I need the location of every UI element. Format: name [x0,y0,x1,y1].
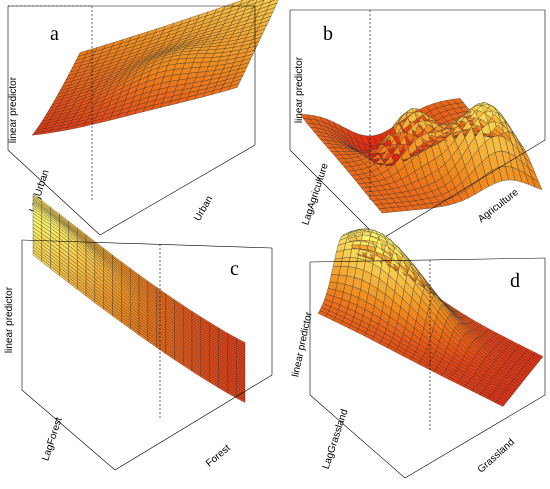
surface-facet [236,395,246,403]
panel-label-d: d [510,270,520,292]
panel-a: a linear predictor LagUrban Urban [7,0,279,236]
surface-d [317,228,544,407]
x-label-c: Forest [204,443,233,470]
z-label-d: linear predictor [290,310,315,378]
z-label-a: linear predictor [8,76,19,143]
panel-d: d linear predictor LagGrassland Grasslan… [290,228,546,479]
surface-facet [531,177,543,191]
z-label-c: linear predictor [4,286,15,353]
surface-c [32,193,246,403]
box-frame-d [309,257,546,479]
box-frame-a [7,5,256,236]
panel-label-c: c [230,258,239,280]
x-label-b: Agriculture [476,187,521,225]
surface-facet [378,208,390,214]
y-label-c: LagForest [40,416,64,462]
z-label-b: linear predictor [294,56,305,123]
surface-b [299,98,543,214]
box-frame-c [21,239,273,471]
box-frame-b [289,9,546,241]
x-label-d: Grassland [476,437,517,476]
y-label-b: LagAgriculture [300,161,331,226]
surface-facet [31,131,43,136]
panel-c: c linear predictor LagForest Forest [4,193,273,471]
panel-label-b: b [323,23,333,45]
surface-facet [495,400,505,407]
panel-label-a: a [50,23,59,45]
surface-a [31,0,279,136]
panel-b: b linear predictor LagAgriculture Agricu… [289,9,546,241]
x-label-a: Urban [192,194,215,223]
surface-facet [332,257,343,268]
